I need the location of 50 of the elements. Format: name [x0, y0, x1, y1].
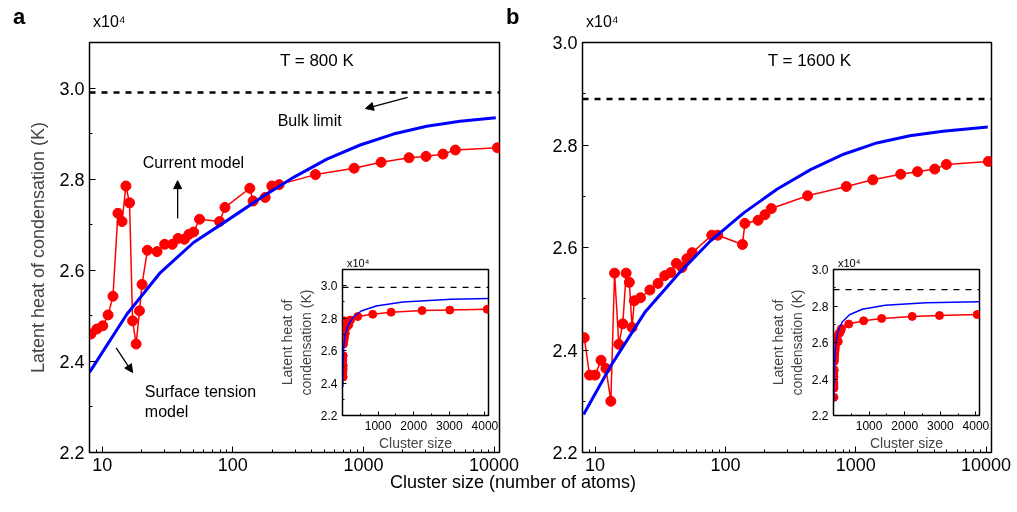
y-tick-label: 2.2 — [320, 409, 338, 423]
x-tick-label: 10000 — [961, 454, 1012, 475]
y-tick-label: 2.4 — [320, 376, 338, 391]
y-tick-label: 2.2 — [811, 409, 829, 423]
x-axis-title: Cluster size — [869, 434, 944, 451]
x-tick-label: 4000 — [962, 418, 990, 433]
text: a — [13, 3, 26, 31]
text: b — [506, 3, 520, 31]
y-tick-label: 2.2 — [552, 443, 578, 463]
annotation: T = 1600 K — [767, 51, 852, 71]
x-tick-label: 2000 — [400, 418, 428, 433]
y-tick-label: 2.8 — [59, 169, 85, 190]
annotation: x10⁴ — [347, 256, 370, 271]
y-tick-label: 2.6 — [320, 344, 338, 359]
x-tick-label: 10 — [92, 454, 113, 475]
y-tick-label: 2.8 — [552, 135, 578, 156]
y-axis-title: Latent heat of condensation (K) — [278, 289, 314, 396]
x-tick-label: 2000 — [891, 418, 919, 433]
x-tick-label: 4000 — [471, 418, 499, 433]
y-tick-label: 2.4 — [552, 340, 578, 361]
y-tick-label: 3.0 — [552, 33, 578, 53]
y-tick-label: 2.8 — [811, 299, 829, 314]
x-tick-label: 1000 — [364, 418, 392, 433]
text: x10⁴ — [586, 12, 619, 32]
y-tick-label: 2.6 — [552, 238, 578, 258]
annotation: T = 800 K — [279, 51, 355, 71]
x-tick-label: 3000 — [926, 418, 954, 433]
y-tick-label: 3.0 — [811, 263, 829, 277]
y-tick-label: 2.4 — [811, 372, 829, 387]
x-tick-label: 1000 — [343, 454, 384, 475]
y-tick-label: 3.0 — [320, 279, 338, 294]
x-tick-label: 3000 — [435, 418, 463, 433]
x-tick-label: 1000 — [835, 454, 876, 475]
text: x10⁴ — [93, 12, 126, 32]
x-tick-label: 100 — [710, 454, 741, 475]
y-tick-label: 2.6 — [59, 260, 85, 281]
x-axis-title: Cluster size — [378, 434, 453, 451]
ref-line-label: Bulk limit — [277, 111, 343, 129]
annotation: x10⁴ — [838, 256, 861, 271]
text: Surface tension model — [144, 382, 257, 420]
y-tick-label: 2.4 — [59, 351, 85, 372]
y-axis-title: Latent heat of condensation (K) — [28, 121, 49, 374]
y-tick-label: 3.0 — [59, 78, 85, 99]
x-tick-label: 1000 — [855, 418, 883, 433]
x-tick-label: 100 — [217, 454, 248, 475]
y-tick-label: 2.2 — [59, 443, 85, 463]
series-label: Current model — [142, 154, 245, 172]
y-axis-title: Latent heat of condensation (K) — [769, 289, 805, 396]
y-tick-label: 2.8 — [320, 311, 338, 326]
y-tick-label: 2.6 — [811, 336, 829, 350]
